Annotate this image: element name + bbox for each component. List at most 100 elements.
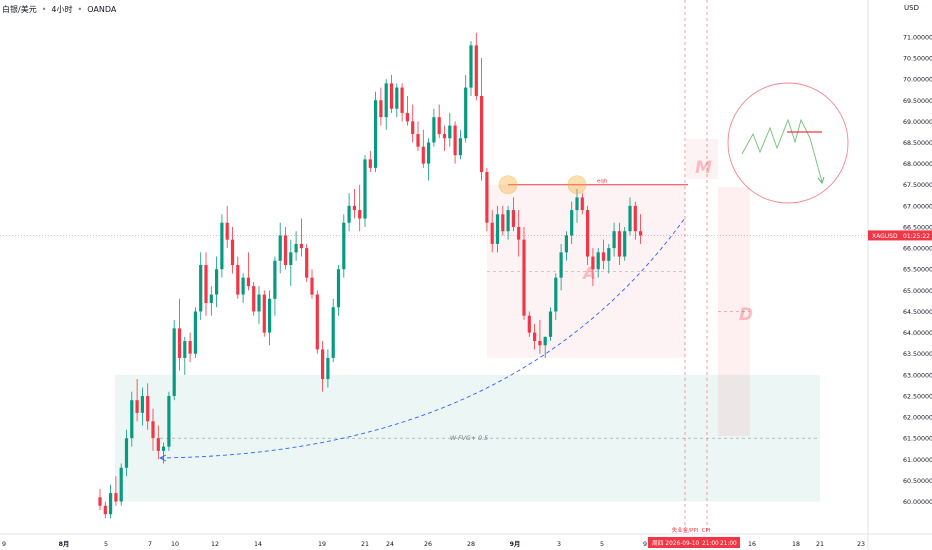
candle[interactable] bbox=[183, 336, 187, 375]
candle[interactable] bbox=[98, 488, 102, 510]
candle[interactable] bbox=[321, 341, 325, 392]
candle[interactable] bbox=[495, 205, 500, 253]
candle[interactable] bbox=[628, 197, 632, 236]
candle[interactable] bbox=[533, 324, 537, 350]
candle[interactable] bbox=[315, 290, 319, 354]
candle[interactable] bbox=[262, 290, 266, 337]
candle[interactable] bbox=[130, 391, 134, 447]
candle[interactable] bbox=[135, 379, 139, 422]
candle[interactable] bbox=[411, 104, 415, 143]
candle[interactable] bbox=[448, 112, 452, 147]
candle[interactable] bbox=[273, 256, 277, 316]
candle[interactable] bbox=[432, 108, 436, 147]
candle[interactable] bbox=[501, 205, 505, 236]
candle[interactable] bbox=[480, 58, 484, 181]
candle[interactable] bbox=[474, 32, 478, 101]
candle[interactable] bbox=[294, 231, 298, 261]
candle[interactable] bbox=[522, 226, 526, 320]
candle[interactable] bbox=[554, 273, 558, 320]
candle[interactable] bbox=[310, 269, 314, 299]
interval-label[interactable]: 4小时 bbox=[51, 5, 73, 14]
candle[interactable] bbox=[230, 226, 235, 274]
candle[interactable] bbox=[485, 167, 489, 232]
candle[interactable] bbox=[188, 332, 192, 363]
candle[interactable] bbox=[252, 281, 256, 316]
candle[interactable] bbox=[543, 336, 547, 358]
candle[interactable] bbox=[405, 96, 409, 126]
candle[interactable] bbox=[363, 155, 367, 227]
candle[interactable] bbox=[336, 265, 341, 316]
candle[interactable] bbox=[612, 222, 616, 257]
candle[interactable] bbox=[358, 184, 362, 232]
candle[interactable] bbox=[458, 129, 462, 160]
last-price-tag[interactable]: XAGUSD 01:25:22 bbox=[868, 230, 932, 241]
candle[interactable] bbox=[342, 214, 346, 278]
candle[interactable] bbox=[623, 226, 627, 261]
candle[interactable] bbox=[517, 210, 521, 257]
candle[interactable] bbox=[326, 349, 330, 388]
candle[interactable] bbox=[633, 201, 637, 240]
candle[interactable] bbox=[575, 188, 579, 223]
candle[interactable] bbox=[347, 193, 351, 232]
candle[interactable] bbox=[331, 298, 335, 363]
candle[interactable] bbox=[564, 231, 568, 261]
candle[interactable] bbox=[114, 476, 118, 506]
candle[interactable] bbox=[103, 501, 107, 519]
candle[interactable] bbox=[464, 74, 468, 143]
candle[interactable] bbox=[490, 210, 494, 253]
symbol-name[interactable]: 白银/美元 bbox=[2, 5, 37, 14]
candle[interactable] bbox=[384, 79, 388, 130]
candle[interactable] bbox=[596, 248, 600, 278]
candle[interactable] bbox=[469, 41, 473, 97]
candle[interactable] bbox=[215, 256, 219, 308]
candle[interactable] bbox=[151, 408, 155, 451]
candle[interactable] bbox=[374, 91, 378, 173]
candle[interactable] bbox=[559, 243, 563, 291]
candle[interactable] bbox=[416, 121, 420, 151]
candle[interactable] bbox=[156, 425, 160, 460]
candle[interactable] bbox=[591, 248, 595, 287]
candle[interactable] bbox=[395, 83, 399, 118]
candle[interactable] bbox=[204, 252, 208, 316]
candle[interactable] bbox=[283, 226, 288, 270]
candle[interactable] bbox=[209, 286, 213, 316]
candle[interactable] bbox=[278, 222, 282, 274]
candle[interactable] bbox=[268, 290, 272, 346]
candle[interactable] bbox=[257, 286, 261, 325]
candle[interactable] bbox=[400, 83, 404, 122]
candle[interactable] bbox=[570, 201, 574, 244]
candle[interactable] bbox=[427, 138, 431, 181]
candle[interactable] bbox=[177, 298, 182, 371]
candle[interactable] bbox=[167, 391, 171, 451]
candle[interactable] bbox=[246, 252, 250, 291]
candle[interactable] bbox=[538, 319, 542, 354]
candle[interactable] bbox=[236, 256, 240, 299]
candle[interactable] bbox=[421, 129, 425, 168]
candle[interactable] bbox=[220, 214, 224, 278]
candle[interactable] bbox=[241, 273, 245, 304]
candle[interactable] bbox=[299, 218, 303, 257]
candle[interactable] bbox=[119, 463, 123, 506]
candle[interactable] bbox=[639, 214, 643, 244]
candle[interactable] bbox=[305, 243, 309, 282]
candle[interactable] bbox=[442, 125, 447, 151]
candle[interactable] bbox=[140, 387, 144, 426]
candle[interactable] bbox=[511, 197, 515, 232]
candle[interactable] bbox=[225, 205, 229, 249]
candle[interactable] bbox=[506, 205, 510, 240]
candle[interactable] bbox=[607, 243, 611, 274]
candle[interactable] bbox=[352, 188, 356, 219]
candle[interactable] bbox=[109, 484, 113, 519]
candle[interactable] bbox=[548, 307, 553, 342]
candle[interactable] bbox=[601, 239, 606, 270]
candle[interactable] bbox=[580, 193, 584, 215]
candle[interactable] bbox=[193, 307, 197, 358]
candle[interactable] bbox=[199, 252, 203, 320]
candle[interactable] bbox=[368, 150, 372, 173]
candle[interactable] bbox=[389, 74, 394, 113]
candle[interactable] bbox=[586, 205, 590, 265]
candle[interactable] bbox=[437, 104, 441, 139]
candle[interactable] bbox=[289, 239, 293, 287]
candle[interactable] bbox=[379, 87, 383, 126]
